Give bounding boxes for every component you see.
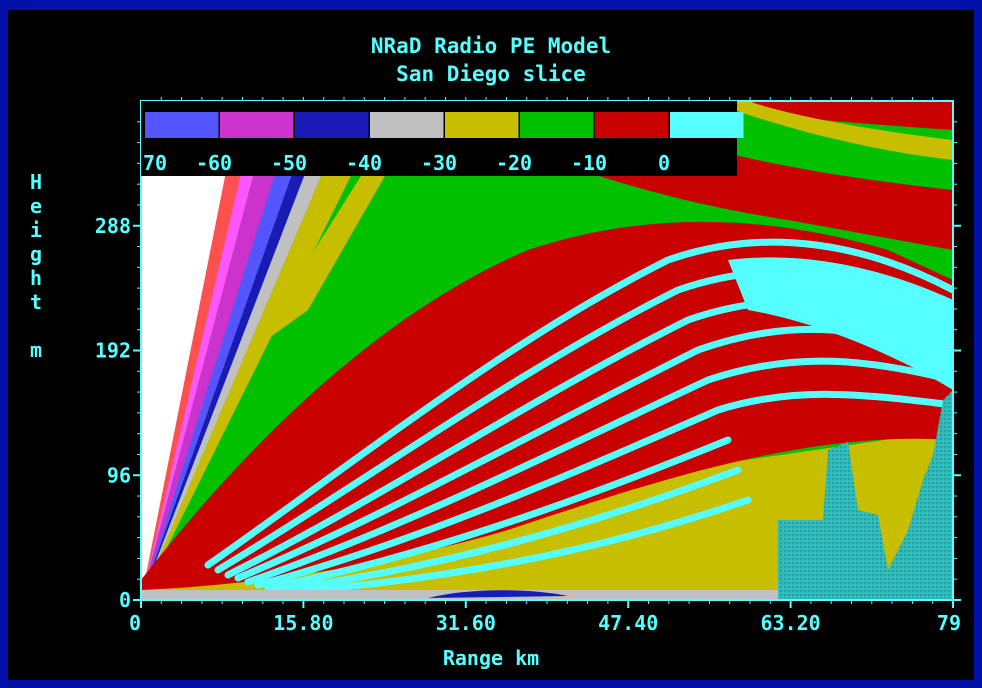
x-tick-label: 31.60 — [436, 611, 496, 635]
x-axis-ticks: 0 15.80 31.60 47.40 63.20 79 — [129, 600, 961, 635]
chart-title: NRaD Radio PE Model — [370, 34, 612, 58]
colorbar-swatch — [670, 112, 744, 138]
colorbar: 70 -60 -50 -40 -30 -20 -10 0 — [141, 101, 744, 176]
shadow-region — [141, 101, 240, 600]
colorbar-labels: 70 -60 -50 -40 -30 -20 -10 0 — [143, 151, 670, 175]
y-axis-label-char: h — [30, 266, 43, 290]
axes: 0 15.80 31.60 47.40 63.20 79 0 96 192 288 — [95, 97, 961, 635]
y-axis-label-char: t — [30, 290, 43, 314]
colorbar-label: -10 — [571, 151, 607, 175]
y-axis-label-char: H — [30, 170, 43, 194]
lobe-cyan-right — [728, 257, 953, 390]
colorbar-swatch — [595, 112, 669, 138]
lobe-red-main — [141, 221, 953, 590]
x-tick-label: 63.20 — [760, 611, 820, 635]
y-axis-ticks: 0 96 192 288 — [95, 214, 961, 612]
chart-subtitle: San Diego slice — [396, 62, 586, 86]
x-tick-label: 47.40 — [598, 611, 658, 635]
x-tick-label: 15.80 — [273, 611, 333, 635]
colorbar-swatch — [445, 112, 519, 138]
colorbar-label: -20 — [496, 151, 532, 175]
y-axis-label-char: g — [30, 242, 43, 266]
y-tick-label: 288 — [95, 214, 131, 238]
colorbar-label: 70 — [143, 151, 167, 175]
colorbar-swatch — [145, 112, 219, 138]
colorbar-swatches — [145, 112, 744, 138]
band-yellow-upper — [708, 101, 953, 160]
chart-frame: NRaD Radio PE Model San Diego slice — [8, 10, 974, 680]
colorbar-swatch — [370, 112, 444, 138]
colorbar-label: -40 — [346, 151, 382, 175]
x-tick-label: 0 — [129, 611, 141, 635]
x-axis-label: Range km — [442, 646, 540, 670]
y-axis-label-char: i — [30, 218, 43, 242]
x-tick-label: 79 — [937, 611, 961, 635]
y-tick-label: 0 — [119, 588, 131, 612]
minor-ticks — [137, 97, 957, 604]
y-axis-label-char: e — [30, 194, 43, 218]
propagation-plot: 0 15.80 31.60 47.40 63.20 79 0 96 192 288 70 -60 -… — [95, 97, 961, 635]
colorbar-label: 0 — [658, 151, 670, 175]
ground-blue-patch — [428, 590, 568, 598]
y-axis-label-unit: m — [30, 338, 43, 362]
terrain — [778, 390, 953, 600]
colorbar-label: -60 — [196, 151, 232, 175]
y-tick-label: 96 — [107, 463, 131, 487]
y-tick-label: 192 — [95, 339, 131, 363]
colorbar-swatch — [220, 112, 294, 138]
colorbar-label: -50 — [271, 151, 307, 175]
colorbar-swatch — [295, 112, 369, 138]
colorbar-swatch — [520, 112, 594, 138]
ray-yellow — [141, 101, 388, 600]
colorbar-label: -30 — [421, 151, 457, 175]
